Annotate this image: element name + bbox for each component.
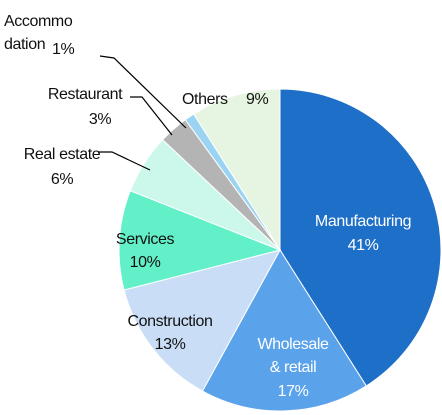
leader-line: [99, 55, 187, 129]
value-label: 17%: [278, 383, 309, 400]
value-label: 10%: [130, 254, 161, 271]
label-line: Manufacturing: [315, 213, 411, 230]
slice-label: Services: [116, 231, 175, 248]
slice-label: Wholesale & retail: [257, 336, 329, 376]
value-label: 3%: [89, 111, 111, 128]
label-line: Wholesale: [257, 336, 329, 353]
leader-line: [98, 151, 151, 171]
label-line: Construction: [127, 313, 212, 330]
label-line: Restaurant: [48, 86, 123, 103]
value-label: 1%: [52, 41, 74, 58]
label-line: Others: [182, 91, 228, 108]
slice-label: Construction: [127, 313, 212, 330]
pie-slice: [123, 249, 281, 392]
slice-label: Restaurant: [48, 86, 123, 103]
label-line: Services: [116, 231, 175, 248]
pie-slice: [201, 249, 367, 412]
slice-label: Others: [182, 91, 228, 108]
pie-slice: [279, 88, 442, 387]
slice-label: Real estate: [24, 146, 101, 163]
slice-label: Accommo dation: [4, 13, 73, 53]
label-line: Accommo: [4, 13, 73, 30]
slice-label: Manufacturing: [315, 213, 411, 230]
pie-slice: [118, 190, 282, 291]
value-label: 41%: [348, 237, 379, 254]
label-line: & retail: [270, 359, 317, 376]
label-line: dation: [4, 36, 45, 53]
leader-line: [130, 96, 173, 136]
label-line: Real estate: [24, 146, 101, 163]
value-label: 9%: [246, 91, 268, 108]
value-label: 13%: [155, 336, 186, 353]
value-label: 6%: [51, 171, 73, 188]
pie-slice: [193, 88, 281, 252]
